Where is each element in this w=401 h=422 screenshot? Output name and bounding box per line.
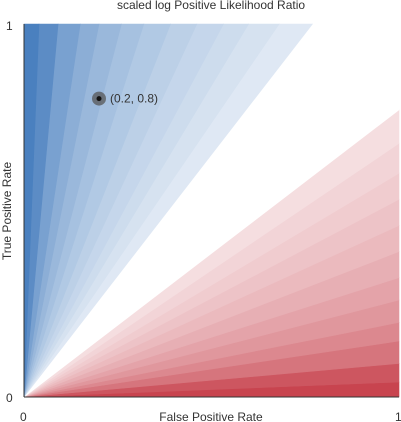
- highlight-point[interactable]: [96, 96, 102, 102]
- y-tick-bottom: 0: [6, 391, 13, 405]
- axes: [23, 24, 399, 398]
- chart-title: scaled log Positive Likelihood Ratio: [117, 0, 305, 12]
- contour-bands: [23, 23, 400, 398]
- highlight-point-group: (0.2, 0.8): [92, 91, 158, 106]
- x-tick-left: 0: [20, 410, 27, 422]
- x-tick-right: 1: [395, 410, 401, 422]
- y-tick-top: 1: [6, 19, 13, 33]
- highlight-point-label: (0.2, 0.8): [110, 92, 158, 106]
- x-axis-label: False Positive Rate: [159, 410, 263, 422]
- y-axis-label: True Positive Rate: [0, 162, 14, 261]
